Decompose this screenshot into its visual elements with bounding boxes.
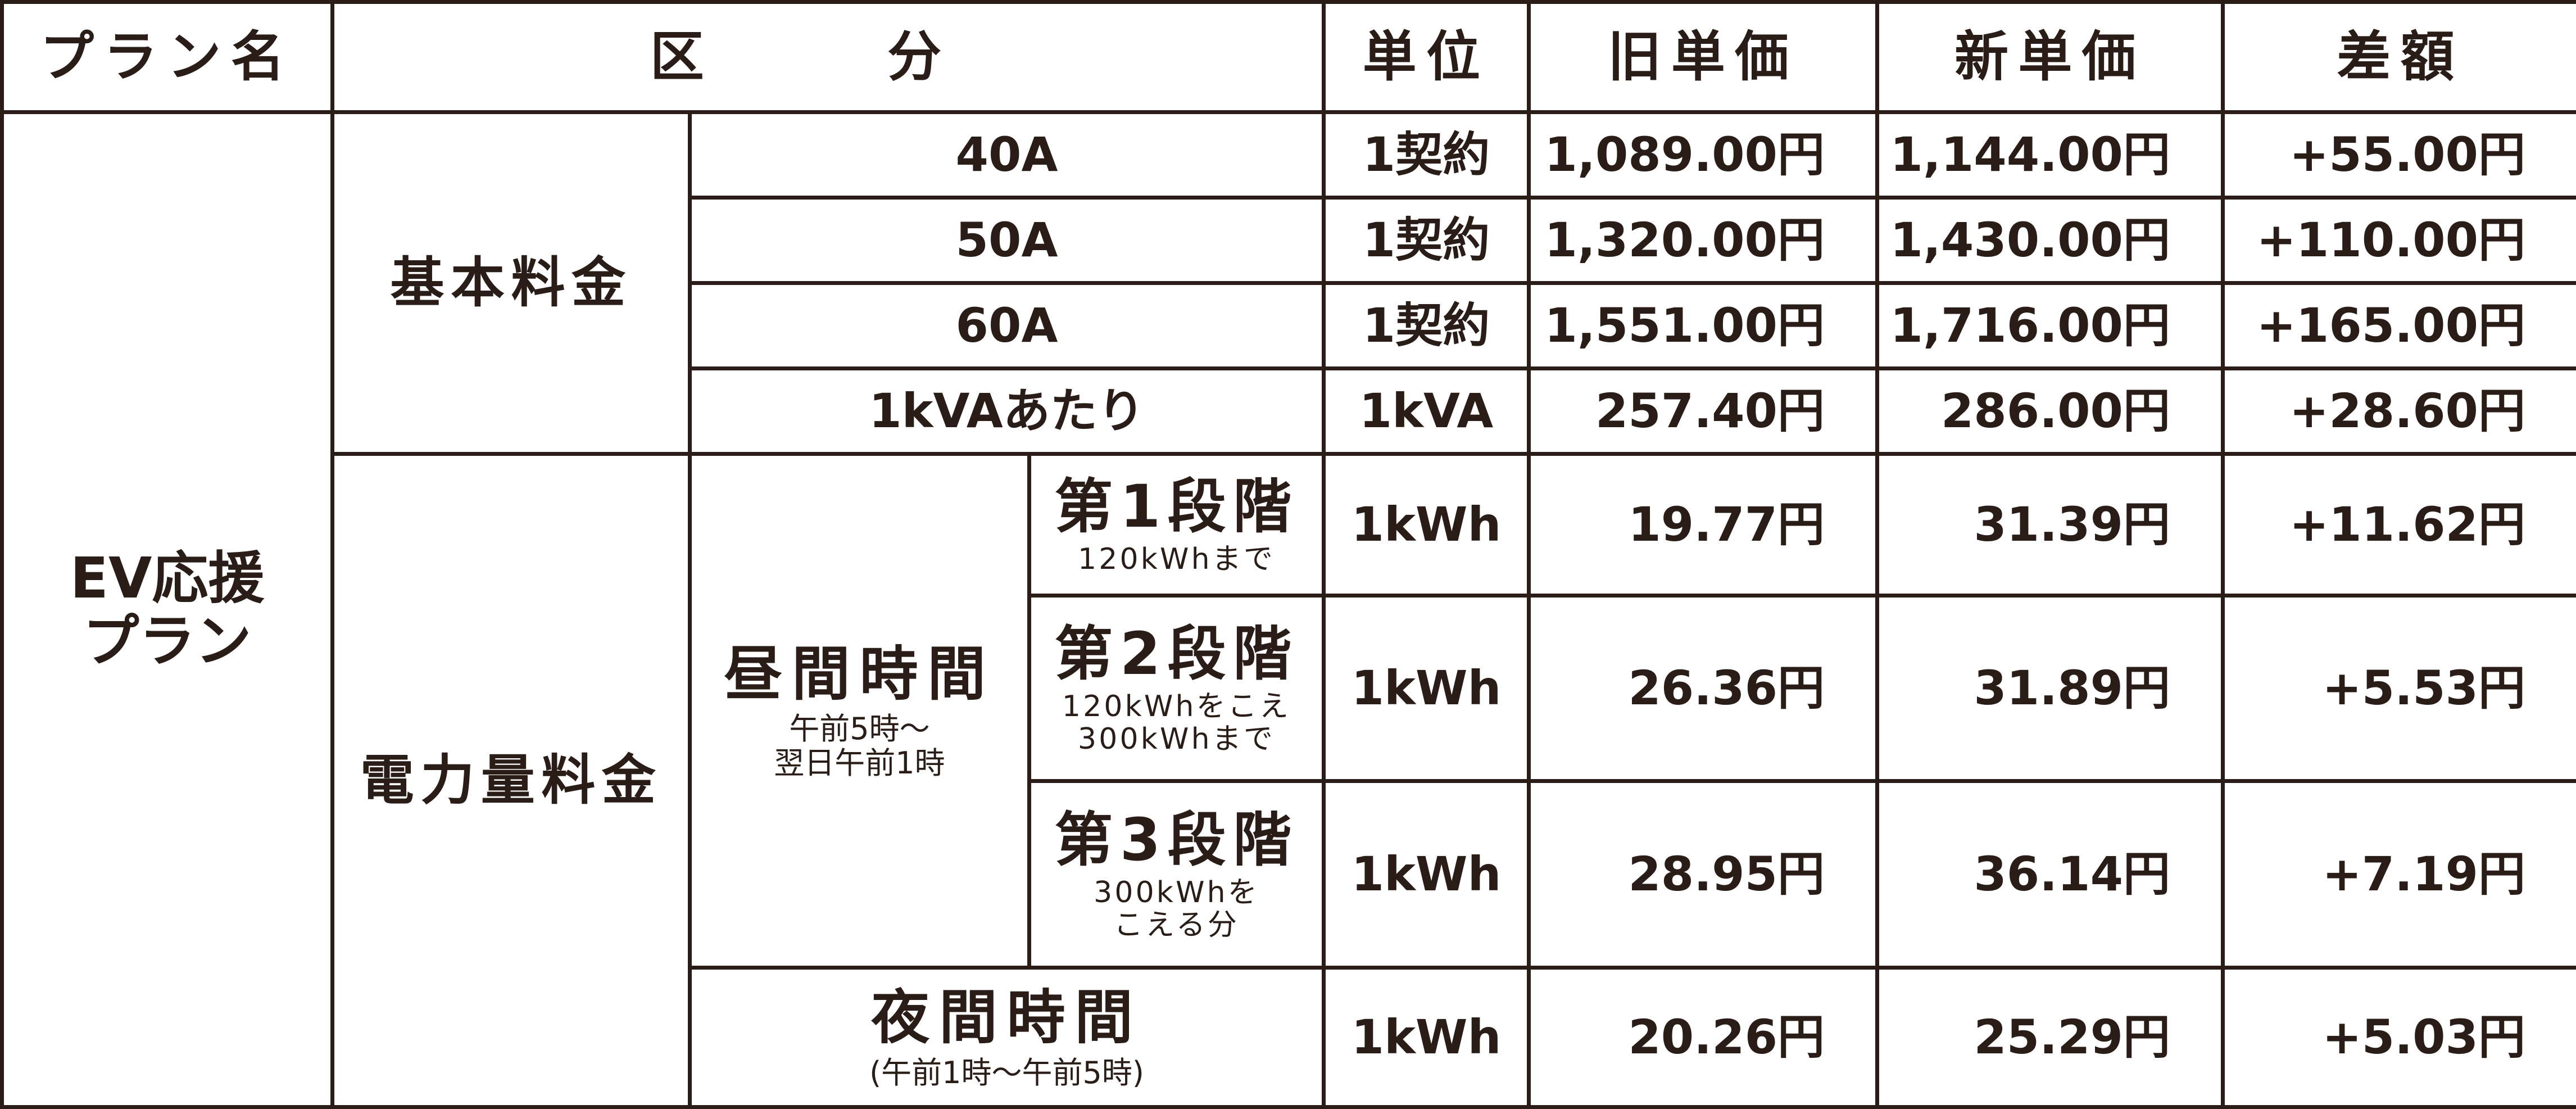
unit-cell: 1kWh [1322,452,1531,597]
night-note: (午前1時～午前5時) [869,1054,1144,1090]
stage-2-note-2: 300kWhまで [1077,722,1276,756]
new-price-cell: 1,144.00円 [1875,110,2225,200]
night-label: 夜間時間 [871,983,1142,1052]
table-row: 第3段階 300kWhを こえる分 1kWh 28.95円 36.14円 +7.… [2,779,2576,970]
header-category: 区 分 [330,0,1326,114]
stage-2-cell: 第2段階 120kWhをこえ 300kWhまで [1027,594,1326,783]
basic-sub-per-kva: 1kVAあたり [687,366,1326,456]
header-unit: 単位 [1322,0,1531,114]
table-row: 夜間時間 (午前1時～午前5時) 1kWh 20.26円 25.29円 +5.0… [2,966,2576,1109]
unit-cell: 1kWh [1322,594,1531,783]
table-row: 第2段階 120kWhをこえ 300kWhまで 1kWh 26.36円 31.8… [2,594,2576,783]
daytime-cell: 昼間時間 午前5時～ 翌日午前1時 [688,452,1031,970]
plan-name-cell: EV応援 プラン [0,110,334,1109]
difference-cell: +5.53円 [2221,594,2576,783]
difference-cell: +55.00円 [2221,110,2576,200]
new-price-cell: 1,430.00円 [1875,196,2225,285]
basic-sub-60a: 60A [687,281,1326,370]
basic-charge-label: 基本料金 [330,110,692,456]
header-difference: 差額 [2221,0,2576,114]
daytime-label: 昼間時間 [724,639,995,708]
plan-name-line2: プラン [83,608,252,674]
stage-2-note-1: 120kWhをこえ [1062,689,1291,723]
header-new-price: 新単価 [1875,0,2225,114]
old-price-cell: 19.77円 [1527,452,1880,597]
daytime-note-2: 翌日午前1時 [774,745,945,781]
stage-3-note-1: 300kWhを [1094,875,1259,909]
basic-sub-40a: 40A [687,110,1326,200]
new-price-cell: 25.29円 [1875,966,2225,1109]
old-price-cell: 257.40円 [1527,366,1880,456]
new-price-cell: 1,716.00円 [1875,281,2225,370]
difference-cell: +110.00円 [2221,196,2576,285]
stage-3-label: 第3段階 [1054,805,1299,875]
stage-1-label: 第1段階 [1054,472,1299,541]
energy-charge-label: 電力量料金 [330,452,692,1109]
stage-1-cell: 第1段階 120kWhまで [1027,452,1326,597]
unit-cell: 1kWh [1322,779,1531,970]
difference-cell: +28.60円 [2221,366,2576,456]
stage-3-note-2: こえる分 [1113,908,1240,942]
unit-cell: 1契約 [1322,196,1531,285]
old-price-cell: 20.26円 [1527,966,1880,1109]
new-price-cell: 31.89円 [1875,594,2225,783]
table-row: 1kVAあたり 1kVA 257.40円 286.00円 +28.60円 [2,366,2576,456]
old-price-cell: 26.36円 [1527,594,1880,783]
daytime-note-1: 午前5時～ [789,711,930,747]
unit-cell: 1契約 [1322,110,1531,200]
old-price-cell: 1,551.00円 [1527,281,1880,370]
table-row: 電力量料金 昼間時間 午前5時～ 翌日午前1時 第1段階 120kWhまで 1k… [2,452,2576,1109]
difference-cell: +5.03円 [2221,966,2576,1109]
plan-name-line1: EV応援 [70,545,265,611]
night-cell: 夜間時間 (午前1時～午前5時) [687,966,1326,1109]
stage-3-cell: 第3段階 300kWhを こえる分 [1027,779,1326,970]
old-price-cell: 1,089.00円 [1527,110,1880,200]
unit-cell: 1契約 [1322,281,1531,370]
difference-cell: +7.19円 [2221,779,2576,970]
new-price-cell: 31.39円 [1875,452,2225,597]
new-price-cell: 36.14円 [1875,779,2225,970]
header-plan: プラン名 [0,0,334,114]
table-row: EV応援 プラン 基本料金 40A 1契約 1,089.00円 1,144.00… [0,110,2576,1109]
difference-cell: +165.00円 [2221,281,2576,370]
old-price-cell: 1,320.00円 [1527,196,1880,285]
difference-cell: +11.62円 [2221,452,2576,597]
table-row: 60A 1契約 1,551.00円 1,716.00円 +165.00円 [2,281,2576,370]
old-price-cell: 28.95円 [1527,779,1880,970]
table-row: 50A 1契約 1,320.00円 1,430.00円 +110.00円 [2,196,2576,285]
unit-cell: 1kVA [1322,366,1531,456]
new-price-cell: 286.00円 [1875,366,2225,456]
basic-sub-50a: 50A [687,196,1326,285]
header-row: プラン名 区 分 単位 旧単価 新単価 差額 [0,0,2576,114]
unit-cell: 1kWh [1322,966,1531,1109]
stage-2-label: 第2段階 [1054,619,1299,689]
stage-1-note: 120kWhまで [1077,542,1276,576]
header-old-price: 旧単価 [1527,0,1880,114]
